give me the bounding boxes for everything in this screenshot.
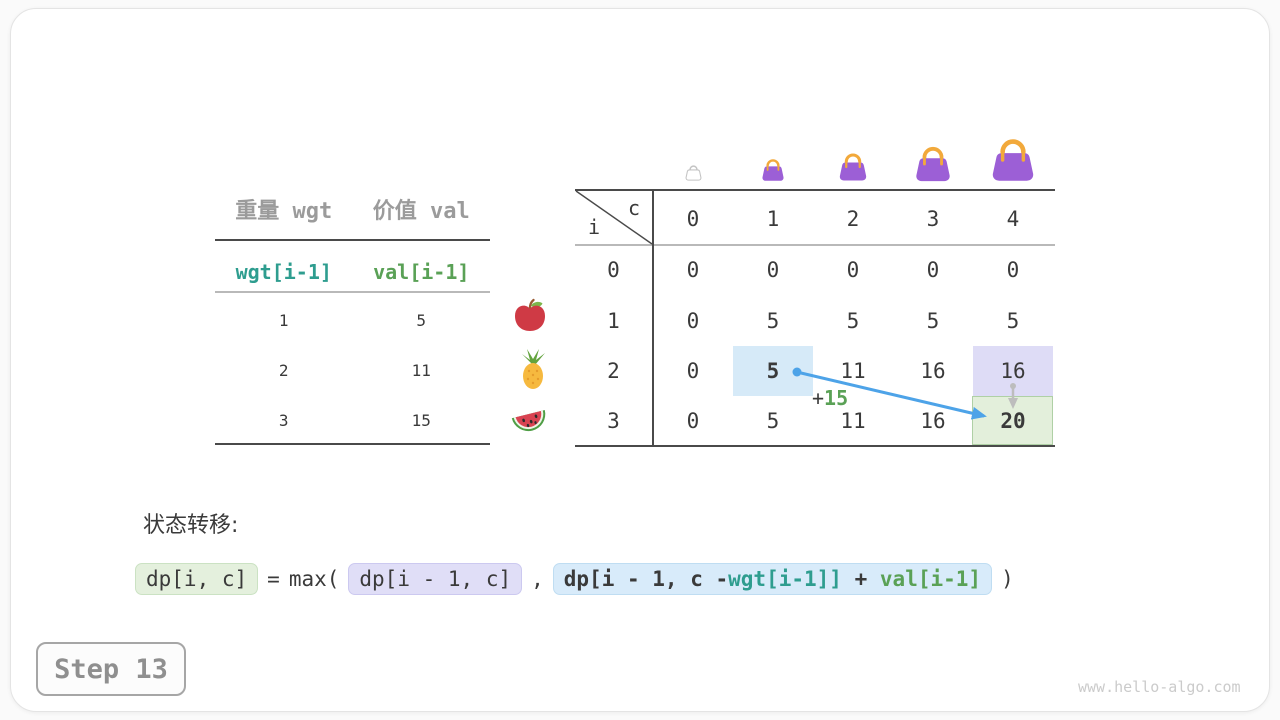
dp-col-headers: 0 1 2 3 4 — [653, 203, 1053, 235]
row-header-0: 0 — [607, 258, 620, 282]
item-row-3: 3 15 — [215, 405, 490, 437]
corner-index-label: i — [588, 215, 601, 239]
equals-sign: = — [267, 567, 280, 591]
item-table-top-rule — [215, 239, 490, 241]
item-table-header: 重量 wgt 价值 val — [215, 196, 490, 228]
dp-cell-result: 20 — [1000, 409, 1026, 433]
step-badge: Step 13 — [36, 642, 186, 696]
arg2-val: val[i-1] — [879, 567, 982, 591]
item-row-1: 1 5 — [215, 305, 490, 337]
dp-cell: 0 — [686, 359, 700, 383]
corner-capacity-label: c — [628, 196, 641, 220]
dp-cell: 5 — [1006, 309, 1020, 333]
dp-cell: 0 — [926, 258, 940, 282]
bag-xlarge-icon — [990, 137, 1036, 183]
item2-weight: 2 — [278, 361, 289, 380]
value-column-header: 价值 val — [372, 199, 470, 224]
col-header-3: 3 — [926, 207, 940, 231]
dp-row-3: 0 5 11 16 20 — [653, 405, 1053, 437]
arg2-space — [867, 567, 880, 591]
dp-table-bottom-rule — [575, 445, 1055, 447]
dp-row-1: 0 5 5 5 5 — [653, 305, 1053, 337]
dp-table-vertical-rule — [652, 189, 654, 447]
val-index-label: val[i-1] — [373, 260, 470, 284]
col-header-0: 0 — [686, 207, 700, 231]
row-header-3: 3 — [607, 409, 620, 433]
dp-row-2: 0 5 11 16 16 — [653, 355, 1053, 387]
dp-cell: 0 — [686, 309, 700, 333]
arg2-plus-sign: + — [854, 567, 868, 591]
dp-cell: 0 — [1006, 258, 1020, 282]
formula-arg2-box: dp[i - 1, c - wgt[i-1]] + val[i-1] — [552, 563, 993, 595]
dp-cell: 0 — [846, 258, 860, 282]
dp-row-0: 0 0 0 0 0 — [653, 254, 1053, 286]
arg2-prefix: dp[i - 1, c - — [563, 567, 729, 591]
dp-table-top-rule — [575, 189, 1055, 191]
item3-weight: 3 — [278, 411, 289, 430]
item-table-formula-row: wgt[i-1] val[i-1] — [215, 256, 490, 288]
bag-ghost-icon — [685, 165, 702, 181]
dp-cell: 0 — [766, 258, 780, 282]
dp-cell: 5 — [766, 409, 780, 433]
state-transition-label: 状态转移: — [143, 513, 239, 538]
bag-small-icon — [761, 159, 785, 182]
formula-arg1-box: dp[i - 1, c] — [348, 563, 523, 595]
plus-sign: + — [812, 386, 825, 410]
arg2-plus — [842, 567, 855, 591]
dp-cell: 5 — [926, 309, 940, 333]
dp-cell: 11 — [840, 359, 866, 383]
watermelon-icon — [511, 409, 546, 432]
item-row-2: 2 11 — [215, 355, 490, 387]
item1-value: 5 — [416, 311, 427, 330]
item-table-bottom-rule — [215, 443, 490, 445]
dp-cell: 5 — [846, 309, 860, 333]
dp-cell-skip: 16 — [1000, 359, 1026, 383]
formula-lhs-box: dp[i, c] — [135, 563, 259, 595]
bag-medium-icon — [838, 153, 868, 182]
dp-cell: 16 — [920, 359, 946, 383]
col-header-2: 2 — [846, 207, 860, 231]
state-transition-formula: dp[i, c] = max( dp[i - 1, c] , dp[i - 1,… — [135, 563, 1014, 595]
col-header-1: 1 — [766, 207, 780, 231]
watermark: www.hello-algo.com — [1078, 678, 1241, 696]
added-value: 15 — [824, 386, 849, 410]
row-header-2: 2 — [607, 359, 620, 383]
arg2-wgt: wgt[i-1]] — [728, 567, 842, 591]
pineapple-icon — [522, 349, 545, 389]
item3-value: 15 — [411, 411, 431, 430]
dp-cell-source: 5 — [766, 359, 780, 383]
col-header-4: 4 — [1006, 207, 1020, 231]
comma: , — [531, 567, 544, 591]
transition-annotation: +15 — [812, 386, 848, 410]
dp-cell: 0 — [686, 258, 700, 282]
max-open: max( — [288, 567, 340, 591]
wgt-index-label: wgt[i-1] — [235, 260, 332, 284]
weight-column-header: 重量 wgt — [235, 199, 333, 224]
row-header-1: 1 — [607, 309, 620, 333]
dp-table-header-rule — [575, 244, 1055, 246]
dp-cell: 0 — [686, 409, 700, 433]
item2-value: 11 — [411, 361, 431, 380]
apple-icon — [515, 298, 545, 331]
close-paren: ) — [1001, 567, 1014, 591]
dp-cell: 16 — [920, 409, 946, 433]
bag-large-icon — [914, 146, 952, 183]
item-table-mid-rule — [215, 291, 490, 293]
item1-weight: 1 — [278, 311, 289, 330]
dp-cell: 5 — [766, 309, 780, 333]
